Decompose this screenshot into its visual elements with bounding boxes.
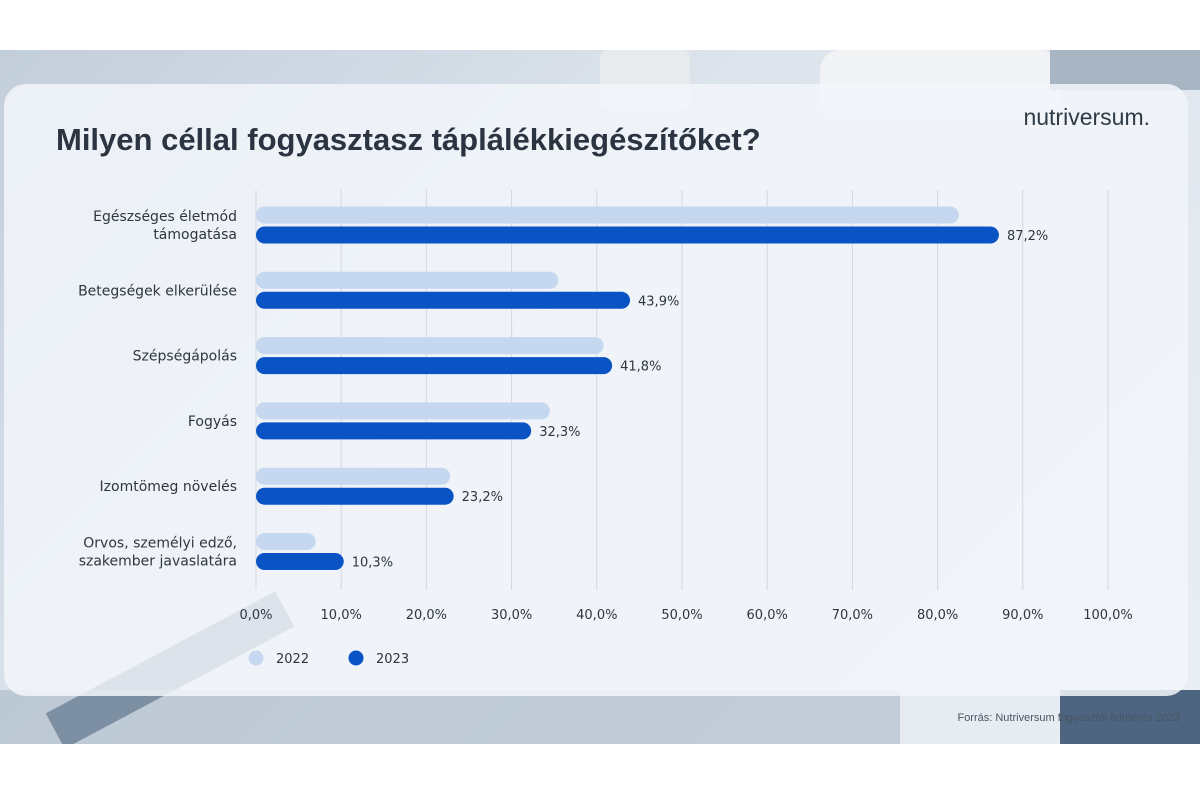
- category-label: Fogyás: [188, 414, 237, 430]
- x-tick-label: 10,0%: [321, 608, 362, 623]
- legend: 2022 2023: [248, 650, 409, 667]
- bar-2022: [256, 467, 451, 485]
- bar-2022: [256, 533, 316, 550]
- data-label-2023: 32,3%: [539, 425, 580, 440]
- x-tick-label: 30,0%: [491, 608, 532, 623]
- x-tick-label: 90,0%: [1002, 608, 1043, 623]
- category-label: Betegségek elkerülése: [78, 283, 237, 299]
- x-tick-label: 50,0%: [661, 608, 702, 623]
- legend-label-2022: 2022: [276, 652, 309, 667]
- background-shape: [1050, 50, 1200, 90]
- data-label-2023: 23,2%: [462, 490, 503, 505]
- category-label: Izomtömeg növelés: [100, 479, 237, 495]
- x-tick-label: 100,0%: [1083, 608, 1133, 623]
- background-shape: [1060, 690, 1200, 744]
- data-label-2023: 41,8%: [620, 360, 661, 375]
- chart-panel: [4, 84, 1188, 696]
- x-tick-label: 0,0%: [239, 608, 272, 623]
- x-tick-label: 40,0%: [576, 608, 617, 623]
- brand-logo: nutriversum.: [1023, 104, 1150, 130]
- category-label: támogatása: [153, 227, 237, 243]
- bar-2022: [256, 337, 604, 355]
- bar-2022: [256, 271, 559, 289]
- x-tick-label: 80,0%: [917, 608, 958, 623]
- category-label: Orvos, személyi edző,: [83, 536, 237, 552]
- category-label: Szépségápolás: [133, 349, 237, 365]
- x-tick-label: 20,0%: [406, 608, 447, 623]
- legend-marker-2022: [248, 650, 264, 666]
- chart-title: Milyen céllal fogyasztasz táplálékkiegés…: [56, 122, 761, 157]
- bars: 87,2% 43,9% 41,8% 32,3% 23,2% 10,3%: [256, 206, 1048, 571]
- background-shape: [0, 690, 900, 744]
- bar-2023: [256, 422, 532, 440]
- bar-2023: [256, 226, 999, 244]
- bar-2023: [256, 487, 454, 505]
- category-label: Egészséges életmód: [93, 209, 237, 225]
- bar-2023: [256, 357, 613, 375]
- x-tick-label: 70,0%: [832, 608, 873, 623]
- data-label-2023: 43,9%: [638, 294, 679, 309]
- bar-2023: [256, 291, 631, 309]
- grid-lines: [255, 190, 1109, 590]
- x-tick-label: 60,0%: [747, 608, 788, 623]
- category-labels: Egészséges életmód támogatása Betegségek e…: [78, 209, 237, 570]
- data-label-2023: 10,3%: [352, 556, 393, 571]
- data-label-2023: 87,2%: [1007, 229, 1048, 244]
- bar-2022: [256, 206, 959, 224]
- category-label: szakember javaslatára: [79, 554, 237, 570]
- legend-label-2023: 2023: [376, 652, 409, 667]
- source-note: Forrás: Nutriversum fogyasztói felmérés …: [957, 712, 1180, 724]
- legend-marker-2023: [348, 650, 364, 666]
- bar-2023: [256, 553, 344, 570]
- x-axis-tick-labels: 0,0% 10,0% 20,0% 30,0% 40,0% 50,0% 60,0% 70,0% 8…: [239, 608, 1132, 623]
- bar-2022: [256, 402, 550, 420]
